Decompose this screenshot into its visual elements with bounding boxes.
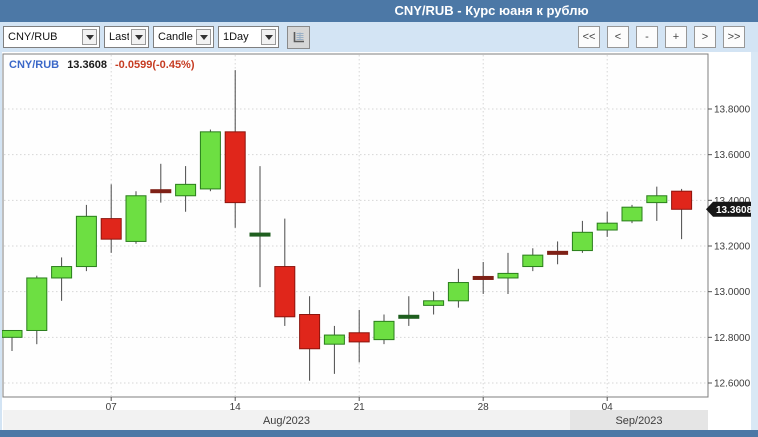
legend-last-price: 13.3608	[67, 59, 107, 71]
candle-body	[125, 195, 147, 242]
y-axis-label: 13.2000	[714, 242, 751, 253]
x-axis-label: 28	[478, 402, 490, 413]
period-select[interactable]: 1Day	[218, 26, 279, 48]
candle-body	[224, 131, 246, 204]
x-axis-label: 04	[602, 402, 614, 413]
month-label: Aug/2023	[263, 415, 310, 427]
last-price-tag	[706, 201, 756, 217]
candle-body	[646, 195, 668, 204]
price-type-select[interactable]: Last	[104, 26, 149, 48]
symbol-select[interactable]: CNY/RUB	[3, 26, 100, 48]
period-select-value: 1Day	[223, 31, 249, 43]
chart-legend: CNY/RUB 13.3608 -0.0599(-0.45%)	[9, 59, 195, 71]
chevron-down-icon[interactable]	[196, 29, 211, 45]
y-axis-label: 13.4000	[714, 196, 751, 207]
candle-body	[323, 334, 345, 345]
candle-body	[547, 250, 569, 255]
candle-body	[199, 131, 221, 190]
candle-body	[621, 206, 643, 222]
x-axis-label: 21	[354, 402, 366, 413]
candle-body	[472, 275, 494, 280]
x-axis-label: 07	[106, 402, 118, 413]
symbol-select-value: CNY/RUB	[8, 31, 58, 43]
nav-prev-button[interactable]: <	[607, 26, 629, 48]
candle-body	[522, 254, 544, 268]
candle-body	[1, 329, 23, 338]
candle-body	[423, 300, 445, 306]
nav-first-button[interactable]: <<	[578, 26, 600, 48]
candle-body	[75, 215, 97, 268]
toolbar: CNY/RUB Last Candle 1Day	[0, 22, 758, 52]
chevron-down-icon[interactable]	[261, 29, 276, 45]
candle-body	[150, 189, 172, 194]
chevron-down-glyph	[199, 34, 208, 40]
nav-next-button[interactable]: >	[694, 26, 716, 48]
title-bar: CNY/RUB - Курс юаня к рублю	[0, 0, 758, 22]
candle-body	[299, 314, 321, 350]
footer-bar	[0, 430, 758, 437]
candle-body	[26, 277, 48, 331]
price-type-select-value: Last	[109, 31, 129, 43]
month-band	[3, 410, 570, 430]
nav-last-button[interactable]: >>	[723, 26, 745, 48]
zoom-out-button[interactable]: -	[636, 26, 658, 48]
right-edge-strip	[751, 52, 758, 430]
left-edge-strip	[0, 52, 2, 430]
chevron-down-glyph	[134, 34, 143, 40]
chart-type-select[interactable]: Candle	[153, 26, 214, 48]
candle-body	[274, 266, 296, 318]
candle-body	[497, 272, 519, 279]
data-table-icon	[293, 31, 304, 42]
candle-body	[671, 190, 693, 210]
candle-body	[373, 320, 395, 341]
chevron-down-icon[interactable]	[82, 29, 97, 45]
chart-type-select-value: Candle	[158, 31, 193, 43]
legend-symbol: CNY/RUB	[9, 59, 60, 71]
y-axis-label: 13.6000	[714, 150, 751, 161]
legend-change: -0.0599(-0.45%)	[115, 59, 195, 71]
window-title: CNY/RUB - Курс юаня к рублю	[394, 3, 589, 18]
candle-body	[596, 222, 618, 231]
candle-body	[249, 232, 271, 237]
last-price-tag-label: 13.3608	[716, 205, 753, 216]
chevron-down-icon[interactable]	[131, 29, 146, 45]
y-axis-label: 13.8000	[714, 105, 751, 116]
candle-body	[571, 231, 593, 252]
month-label: Sep/2023	[615, 415, 662, 427]
candle-body	[447, 282, 469, 302]
zoom-in-button[interactable]: +	[665, 26, 687, 48]
candle-body	[100, 218, 122, 240]
y-axis-label: 13.0000	[714, 287, 751, 298]
x-axis-label: 14	[230, 402, 242, 413]
candle-body	[51, 266, 73, 279]
candle-body	[175, 183, 197, 197]
data-table-button[interactable]	[287, 25, 310, 49]
chevron-down-glyph	[264, 34, 273, 40]
y-axis-label: 12.8000	[714, 333, 751, 344]
chevron-down-glyph	[85, 34, 94, 40]
month-band	[570, 410, 708, 430]
candlestick-chart[interactable]: Aug/2023 Sep/202313.800013.600013.400013.…	[0, 52, 758, 430]
candle-body	[398, 314, 420, 319]
candle-body	[348, 332, 370, 343]
chart-area: Aug/2023 Sep/2023 13.8000 13.6000 13.4000 13.…	[0, 52, 758, 430]
y-axis-label: 12.6000	[714, 379, 751, 390]
